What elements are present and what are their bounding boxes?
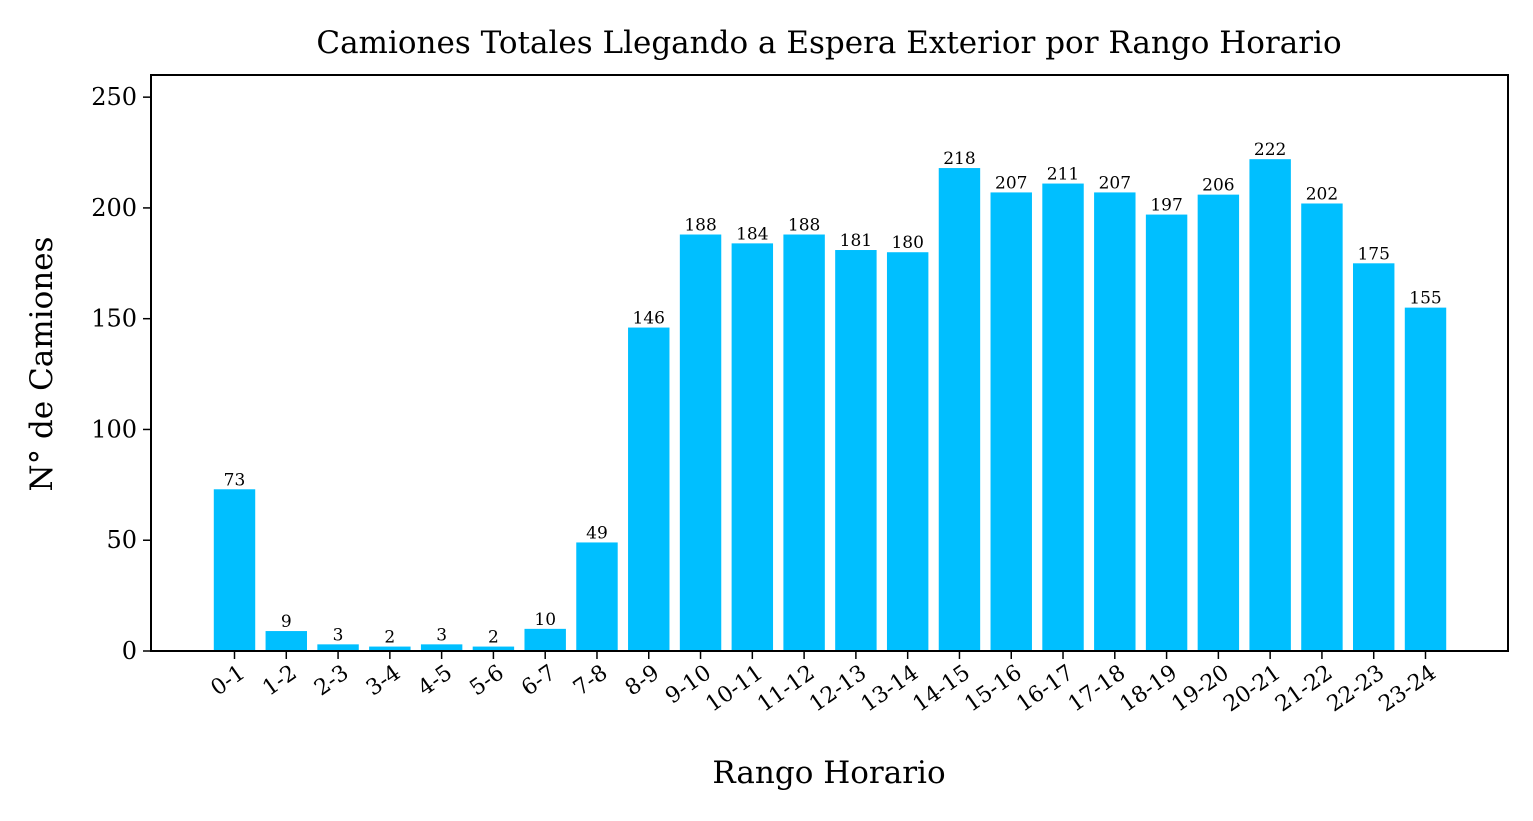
data-label-2-3: 3: [333, 625, 344, 645]
data-labels-group: 73 9 3 2 3 2 10 49 146 188 184 188 181 180 218 207 211 20…: [224, 140, 1442, 647]
data-label-14-15: 218: [943, 149, 975, 169]
y-tick-label-50: 50: [106, 526, 137, 554]
data-label-13-14: 180: [891, 233, 923, 253]
x-tick-label-6-7: 6-7: [517, 660, 560, 701]
y-tick-label-150: 150: [91, 305, 137, 333]
bar-16-17: [1042, 183, 1084, 652]
bar-5-6: [472, 646, 515, 651]
y-tick-label-0: 0: [122, 637, 137, 665]
x-tick-label-23-24: 23-24: [1375, 660, 1441, 717]
x-tick-label-13-14: 13-14: [857, 660, 923, 717]
x-axis: 0-1 1-2 2-3 3-4 4-5 5-6 6-7 7-8 8-99-1010-1111-1…: [207, 651, 1441, 717]
x-tick-label-11-12: 11-12: [753, 660, 819, 717]
data-label-8-9: 146: [633, 309, 665, 329]
bar-22-23: [1353, 263, 1395, 651]
data-label-7-8: 49: [586, 523, 608, 543]
bar-15-16: [990, 192, 1032, 652]
x-tick-label-10-11: 10-11: [701, 660, 767, 717]
data-label-9-10: 188: [684, 216, 716, 236]
chart-title: Camiones Totales Llegando a Espera Exter…: [316, 25, 1341, 61]
bar-20-21: [1249, 159, 1291, 651]
data-label-15-16: 207: [995, 173, 1027, 193]
y-axis-label: N° de Camiones: [24, 237, 60, 492]
x-tick-label-1-2: 1-2: [258, 660, 301, 701]
bar-18-19: [1145, 214, 1188, 651]
data-label-21-22: 202: [1306, 184, 1338, 204]
x-tick-label-14-15: 14-15: [909, 660, 975, 717]
data-label-16-17: 211: [1047, 165, 1079, 185]
bar-2-3: [317, 644, 359, 651]
bar-9-10: [679, 234, 722, 651]
data-label-17-18: 207: [1099, 173, 1131, 193]
data-label-6-7: 10: [534, 610, 556, 630]
data-label-12-13: 181: [840, 231, 872, 251]
bar-10-11: [731, 243, 774, 651]
data-label-3-4: 2: [384, 628, 395, 648]
x-tick-label-17-18: 17-18: [1064, 660, 1130, 717]
bar-21-22: [1301, 203, 1343, 652]
x-tick-label-2-3: 2-3: [310, 660, 353, 701]
x-tick-label-5-6: 5-6: [465, 660, 508, 701]
bar-13-14: [886, 252, 929, 652]
bar-17-18: [1094, 192, 1136, 652]
x-tick-label-19-20: 19-20: [1168, 660, 1234, 717]
bar-23-24: [1404, 307, 1447, 651]
x-axis-label: Rango Horario: [712, 755, 945, 791]
bar-0-1: [213, 489, 256, 651]
x-tick-label-7-8: 7-8: [569, 660, 612, 701]
data-label-10-11: 184: [736, 224, 768, 244]
data-label-19-20: 206: [1202, 176, 1234, 196]
bar-12-13: [835, 250, 877, 651]
bar-4-5: [420, 644, 463, 651]
data-label-11-12: 188: [788, 216, 820, 236]
x-tick-label-21-22: 21-22: [1271, 660, 1337, 717]
bar-7-8: [576, 542, 618, 651]
x-tick-label-12-13: 12-13: [805, 660, 871, 717]
x-tick-label-15-16: 15-16: [960, 660, 1026, 717]
bar-11-12: [783, 234, 825, 651]
bars-group: [213, 159, 1447, 652]
plot-frame: [150, 74, 1509, 652]
y-axis: 0 50 100 150 200 250: [91, 83, 151, 665]
bar-19-20: [1197, 194, 1240, 651]
data-label-18-19: 197: [1150, 196, 1182, 216]
x-tick-label-8-9: 8-9: [621, 660, 664, 701]
x-tick-label-4-5: 4-5: [414, 660, 457, 701]
data-label-23-24: 155: [1409, 289, 1441, 309]
bar-1-2: [265, 631, 307, 651]
y-tick-label-250: 250: [91, 83, 137, 111]
data-label-4-5: 3: [436, 625, 447, 645]
x-tick-label-16-17: 16-17: [1012, 660, 1078, 717]
x-tick-label-20-21: 20-21: [1219, 660, 1285, 717]
x-tick-label-22-23: 22-23: [1323, 660, 1389, 717]
bar-8-9: [628, 327, 670, 651]
y-tick-label-200: 200: [91, 194, 137, 222]
bar-6-7: [524, 628, 566, 651]
bar-14-15: [938, 168, 981, 652]
y-tick-label-100: 100: [91, 415, 137, 443]
data-label-22-23: 175: [1357, 244, 1389, 264]
data-label-5-6: 2: [488, 628, 499, 648]
bar-3-4: [369, 646, 411, 651]
x-tick-label-18-19: 18-19: [1116, 660, 1182, 717]
x-tick-label-0-1: 0-1: [207, 660, 250, 701]
x-tick-label-3-4: 3-4: [362, 660, 405, 701]
data-label-20-21: 222: [1254, 140, 1286, 160]
data-label-0-1: 73: [224, 470, 246, 490]
data-label-1-2: 9: [281, 612, 292, 632]
